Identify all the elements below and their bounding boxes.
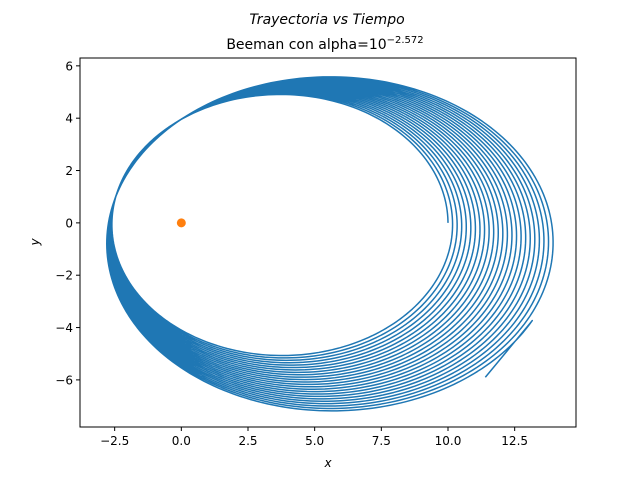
y-tick-label: 6 (65, 59, 73, 73)
chart-title: Beeman con alpha=10−2.572 (226, 35, 423, 53)
x-tick-label: 5.0 (305, 434, 324, 448)
x-tick-label: 2.5 (238, 434, 257, 448)
plot-content (106, 76, 554, 412)
x-tick-label: 7.5 (372, 434, 391, 448)
chart-suptitle: Trayectoria vs Tiempo (249, 12, 404, 28)
chart-title-exponent: −2.572 (387, 35, 424, 46)
y-axis-ticks: −6 −4 −2 0 2 4 6 (55, 59, 80, 387)
y-tick-label: 4 (65, 112, 73, 126)
y-tick-label: 2 (65, 164, 73, 178)
x-axis-ticks: −2.5 0.0 2.5 5.0 7.5 10.0 12.5 (100, 427, 528, 448)
y-tick-label: −6 (55, 373, 73, 387)
x-tick-label: 0.0 (172, 434, 191, 448)
x-tick-label: 10.0 (435, 434, 462, 448)
series-orbit-line (106, 76, 554, 412)
x-tick-label: 12.5 (501, 434, 528, 448)
y-tick-label: −2 (55, 269, 73, 283)
y-tick-label: 0 (65, 216, 73, 230)
axes-frame (79, 57, 577, 428)
y-tick-label: −4 (55, 321, 73, 335)
chart-title-base: Beeman con alpha=10 (226, 37, 386, 53)
x-tick-label: −2.5 (100, 434, 129, 448)
series-center-point (176, 218, 186, 228)
x-axis-label: x (323, 456, 332, 470)
y-axis-label: y (28, 238, 42, 247)
